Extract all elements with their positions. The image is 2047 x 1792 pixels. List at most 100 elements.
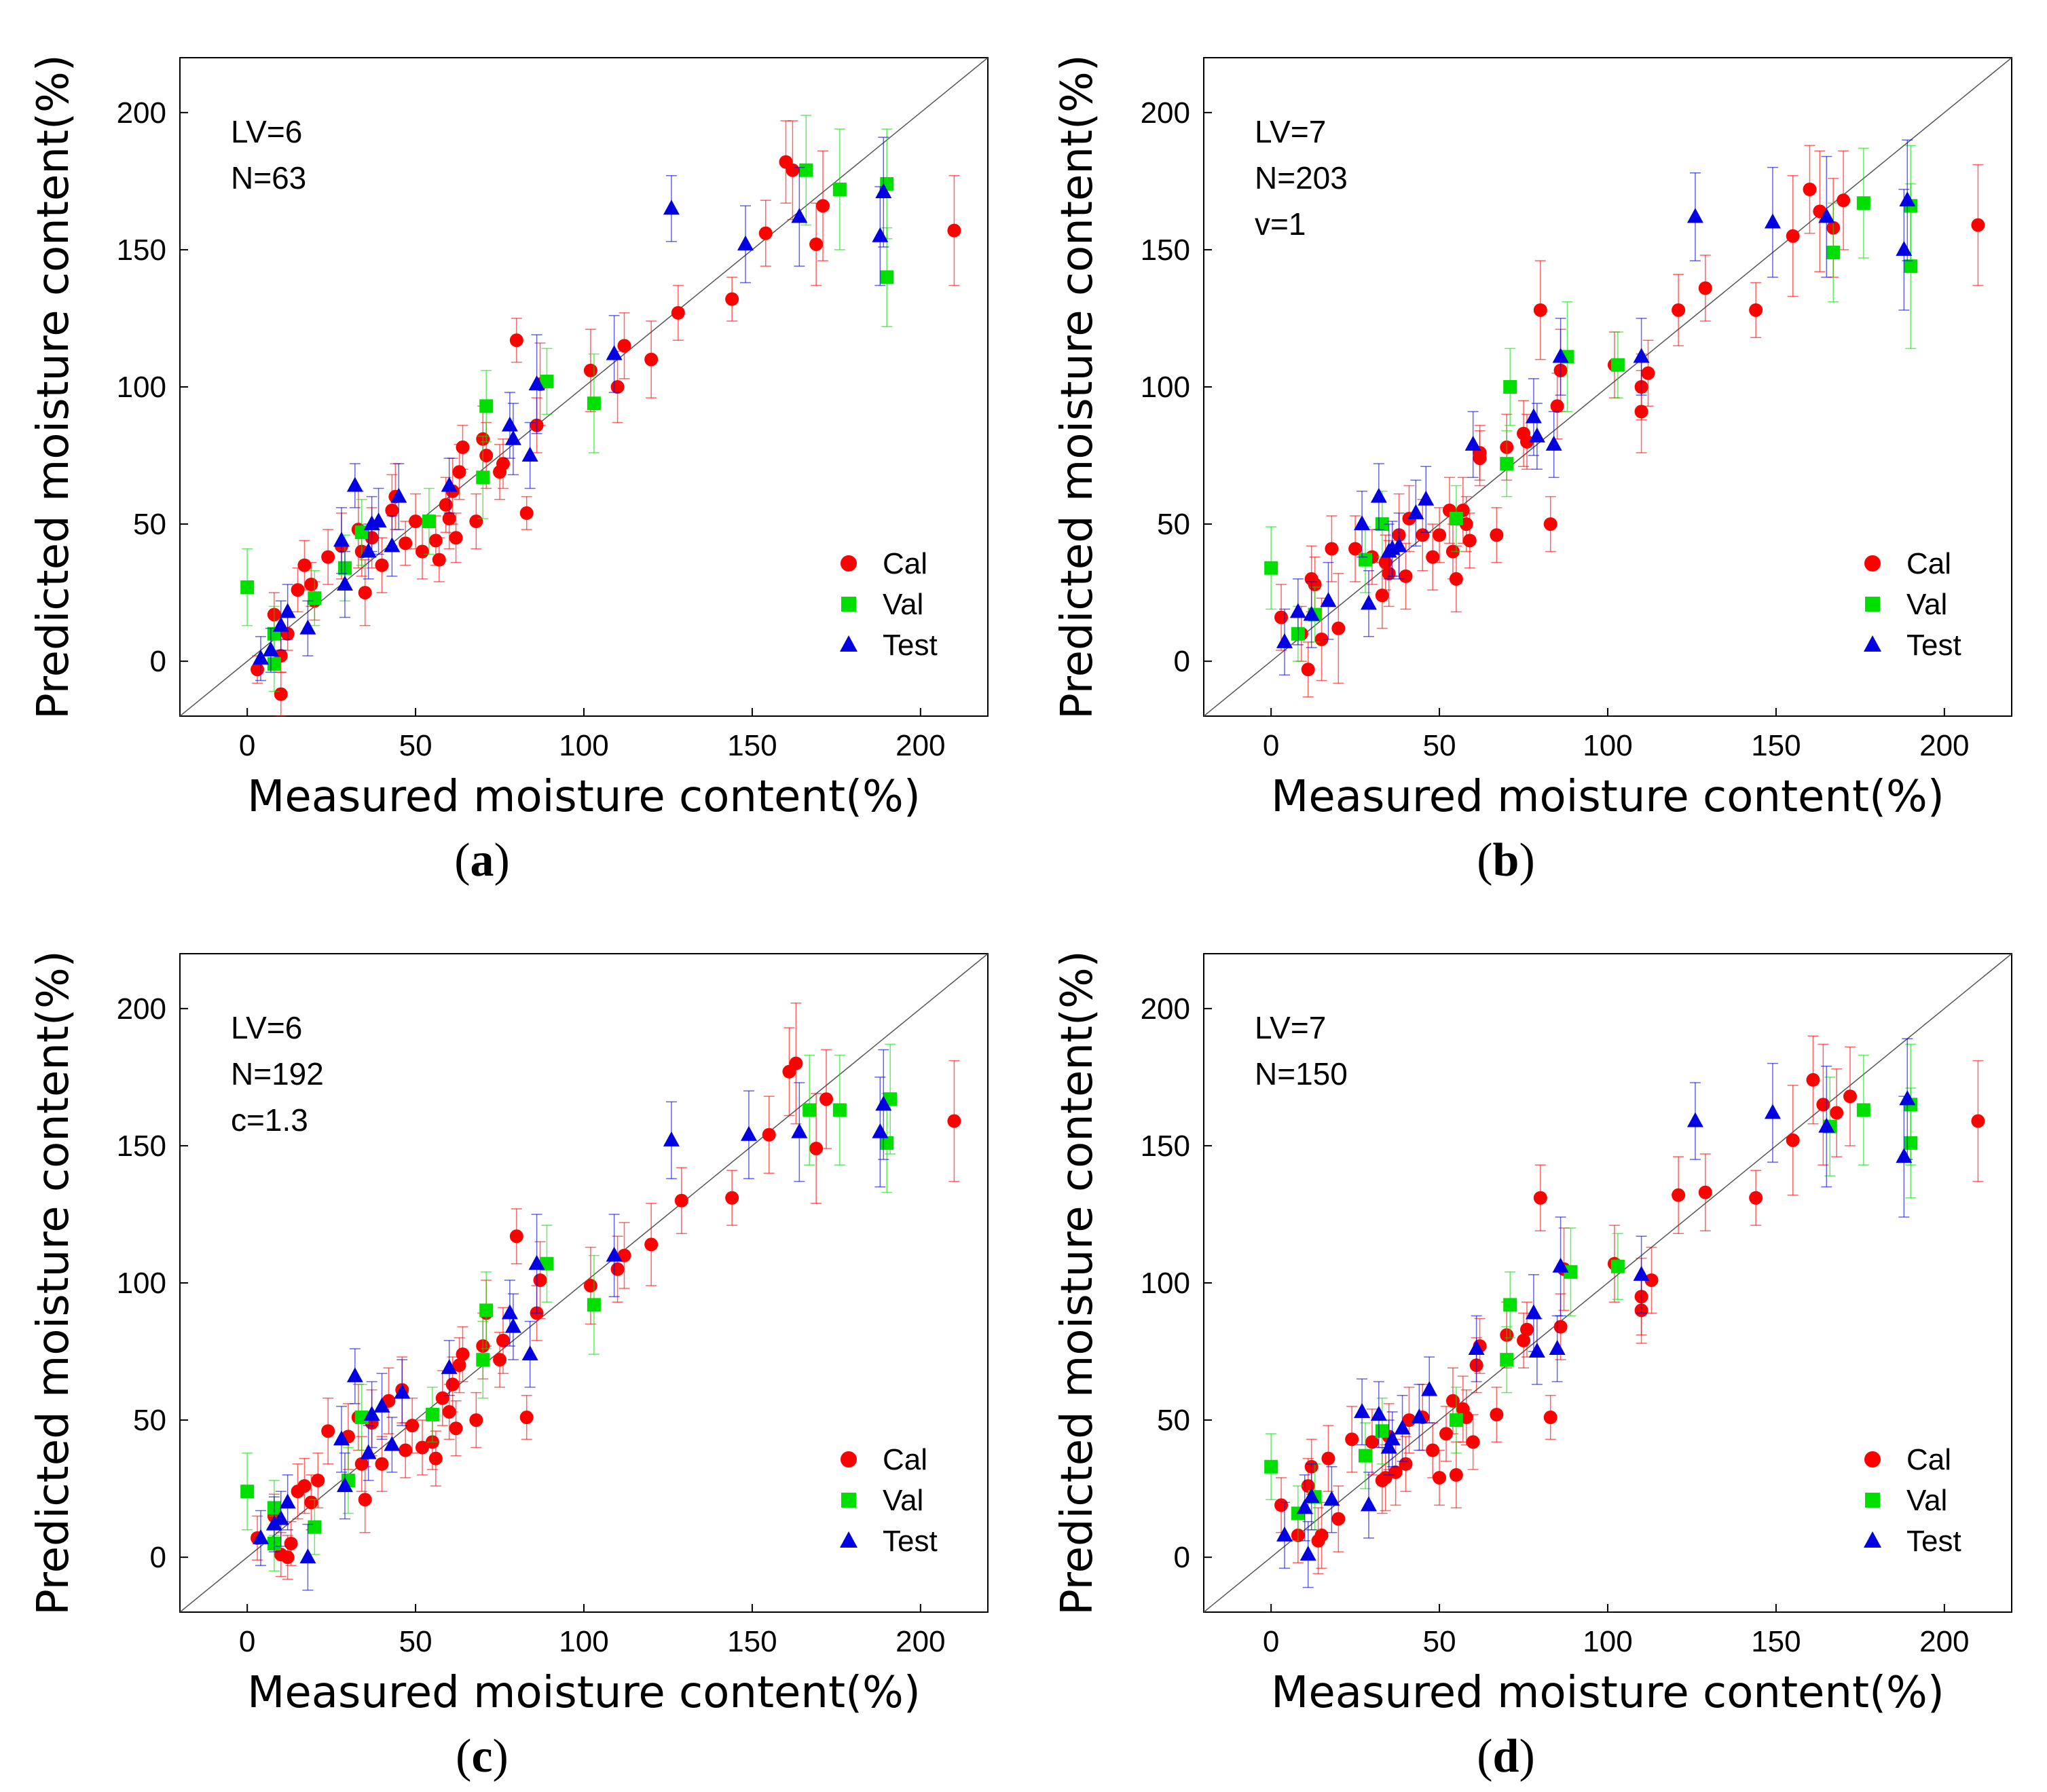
cal-point bbox=[1520, 434, 1534, 449]
y-tick-label: 50 bbox=[133, 1404, 166, 1437]
cal-point bbox=[1634, 405, 1648, 419]
panel-label-paren: ) bbox=[493, 1730, 509, 1782]
test-point bbox=[1370, 1406, 1387, 1421]
cal-point bbox=[758, 226, 773, 240]
y-tick-label: 0 bbox=[1174, 1541, 1190, 1574]
cal-point bbox=[1490, 528, 1504, 542]
annotation-text: LV=7 bbox=[1255, 1010, 1326, 1045]
test-point bbox=[1360, 595, 1377, 610]
cal-point bbox=[947, 1114, 961, 1128]
legend-label: Val bbox=[883, 1484, 923, 1517]
cal-point bbox=[284, 1536, 298, 1550]
y-tick-label: 150 bbox=[1141, 234, 1190, 267]
test-point bbox=[333, 1430, 350, 1446]
cal-point bbox=[405, 1419, 420, 1433]
y-axis-title: Predicted moisture content(%) bbox=[1052, 950, 1103, 1615]
test-point bbox=[1545, 435, 1562, 451]
cal-point bbox=[399, 1443, 413, 1457]
cal-point bbox=[1843, 1089, 1857, 1104]
cal-point bbox=[416, 544, 429, 559]
cal-point bbox=[1837, 193, 1851, 208]
test-point bbox=[373, 1397, 390, 1413]
legend-label: Test bbox=[883, 1525, 938, 1558]
cal-point bbox=[1399, 1457, 1413, 1471]
panel-label-paren: ) bbox=[494, 834, 510, 886]
cal-point bbox=[533, 1273, 547, 1287]
val-point bbox=[425, 1408, 439, 1421]
annotation-text: N=63 bbox=[231, 160, 306, 195]
y-tick-label: 150 bbox=[1141, 1130, 1190, 1163]
val-point bbox=[479, 399, 494, 413]
test-point bbox=[1276, 1526, 1293, 1542]
cal-point bbox=[1806, 1072, 1820, 1087]
test-point bbox=[663, 1131, 680, 1146]
cal-point bbox=[509, 333, 523, 348]
test-point bbox=[384, 1436, 401, 1451]
cal-point bbox=[469, 515, 483, 529]
x-tick-label: 200 bbox=[1919, 1625, 1969, 1658]
cal-point bbox=[399, 536, 413, 550]
cal-point bbox=[1520, 1322, 1534, 1337]
x-axis-title: Measured moisture content(%) bbox=[1271, 772, 1944, 822]
cal-point bbox=[432, 553, 446, 567]
cal-point bbox=[1749, 1191, 1763, 1205]
cal-point bbox=[762, 1127, 776, 1142]
val-point bbox=[308, 591, 322, 605]
panel-label: (c) bbox=[456, 1730, 509, 1782]
cal-point bbox=[644, 1237, 659, 1252]
cal-point bbox=[358, 1493, 372, 1507]
cal-point bbox=[1672, 1188, 1686, 1202]
cal-point bbox=[304, 1495, 318, 1510]
test-point bbox=[441, 477, 458, 492]
cal-point bbox=[1533, 1191, 1547, 1205]
x-tick-label: 50 bbox=[1423, 729, 1456, 762]
test-point bbox=[1390, 537, 1407, 553]
val-point bbox=[1449, 512, 1463, 525]
val-point bbox=[1610, 358, 1625, 372]
legend-cal-marker bbox=[841, 555, 857, 572]
cal-point bbox=[1365, 1435, 1379, 1449]
legend-label: Cal bbox=[1906, 1443, 1951, 1476]
val-point bbox=[880, 1136, 894, 1150]
y-tick-label: 200 bbox=[1141, 96, 1190, 130]
test-point bbox=[501, 416, 518, 432]
val-point bbox=[540, 374, 554, 388]
cal-point bbox=[1830, 1106, 1844, 1120]
test-point bbox=[394, 1383, 411, 1399]
x-tick-label: 50 bbox=[399, 729, 432, 762]
test-point bbox=[1407, 504, 1424, 519]
test-point bbox=[1468, 1340, 1485, 1355]
cal-point bbox=[439, 498, 453, 512]
test-point bbox=[1354, 1402, 1371, 1418]
data-layer bbox=[240, 115, 961, 716]
test-point bbox=[299, 619, 316, 635]
y-tick-label: 0 bbox=[1174, 645, 1190, 678]
cal-point bbox=[428, 534, 443, 548]
panel-label: (d) bbox=[1477, 1730, 1535, 1782]
panel-label-paren: ( bbox=[454, 834, 470, 886]
legend-val-marker bbox=[1865, 1493, 1880, 1508]
val-point bbox=[1826, 245, 1841, 259]
val-point bbox=[1264, 561, 1278, 575]
cal-point bbox=[416, 1440, 429, 1455]
cal-point bbox=[1439, 1427, 1453, 1441]
cal-point bbox=[816, 199, 830, 213]
cal-point bbox=[786, 163, 800, 177]
test-point bbox=[872, 227, 889, 242]
cal-point bbox=[1314, 1528, 1329, 1542]
val-point bbox=[1359, 1449, 1372, 1463]
legend-val-marker bbox=[1865, 597, 1880, 612]
test-point bbox=[1303, 1488, 1320, 1504]
legend-label: Val bbox=[1906, 588, 1947, 621]
cal-point bbox=[1816, 1098, 1830, 1112]
test-point bbox=[875, 183, 892, 199]
test-point bbox=[1411, 1408, 1428, 1424]
data-layer bbox=[240, 1003, 961, 1591]
y-tick-label: 100 bbox=[1141, 371, 1190, 404]
test-point bbox=[1633, 1265, 1650, 1281]
test-point bbox=[791, 208, 808, 223]
annotation-text: LV=7 bbox=[1255, 114, 1326, 149]
cal-point bbox=[1388, 1465, 1403, 1479]
cal-point bbox=[809, 1141, 824, 1155]
y-tick-label: 200 bbox=[117, 992, 166, 1026]
